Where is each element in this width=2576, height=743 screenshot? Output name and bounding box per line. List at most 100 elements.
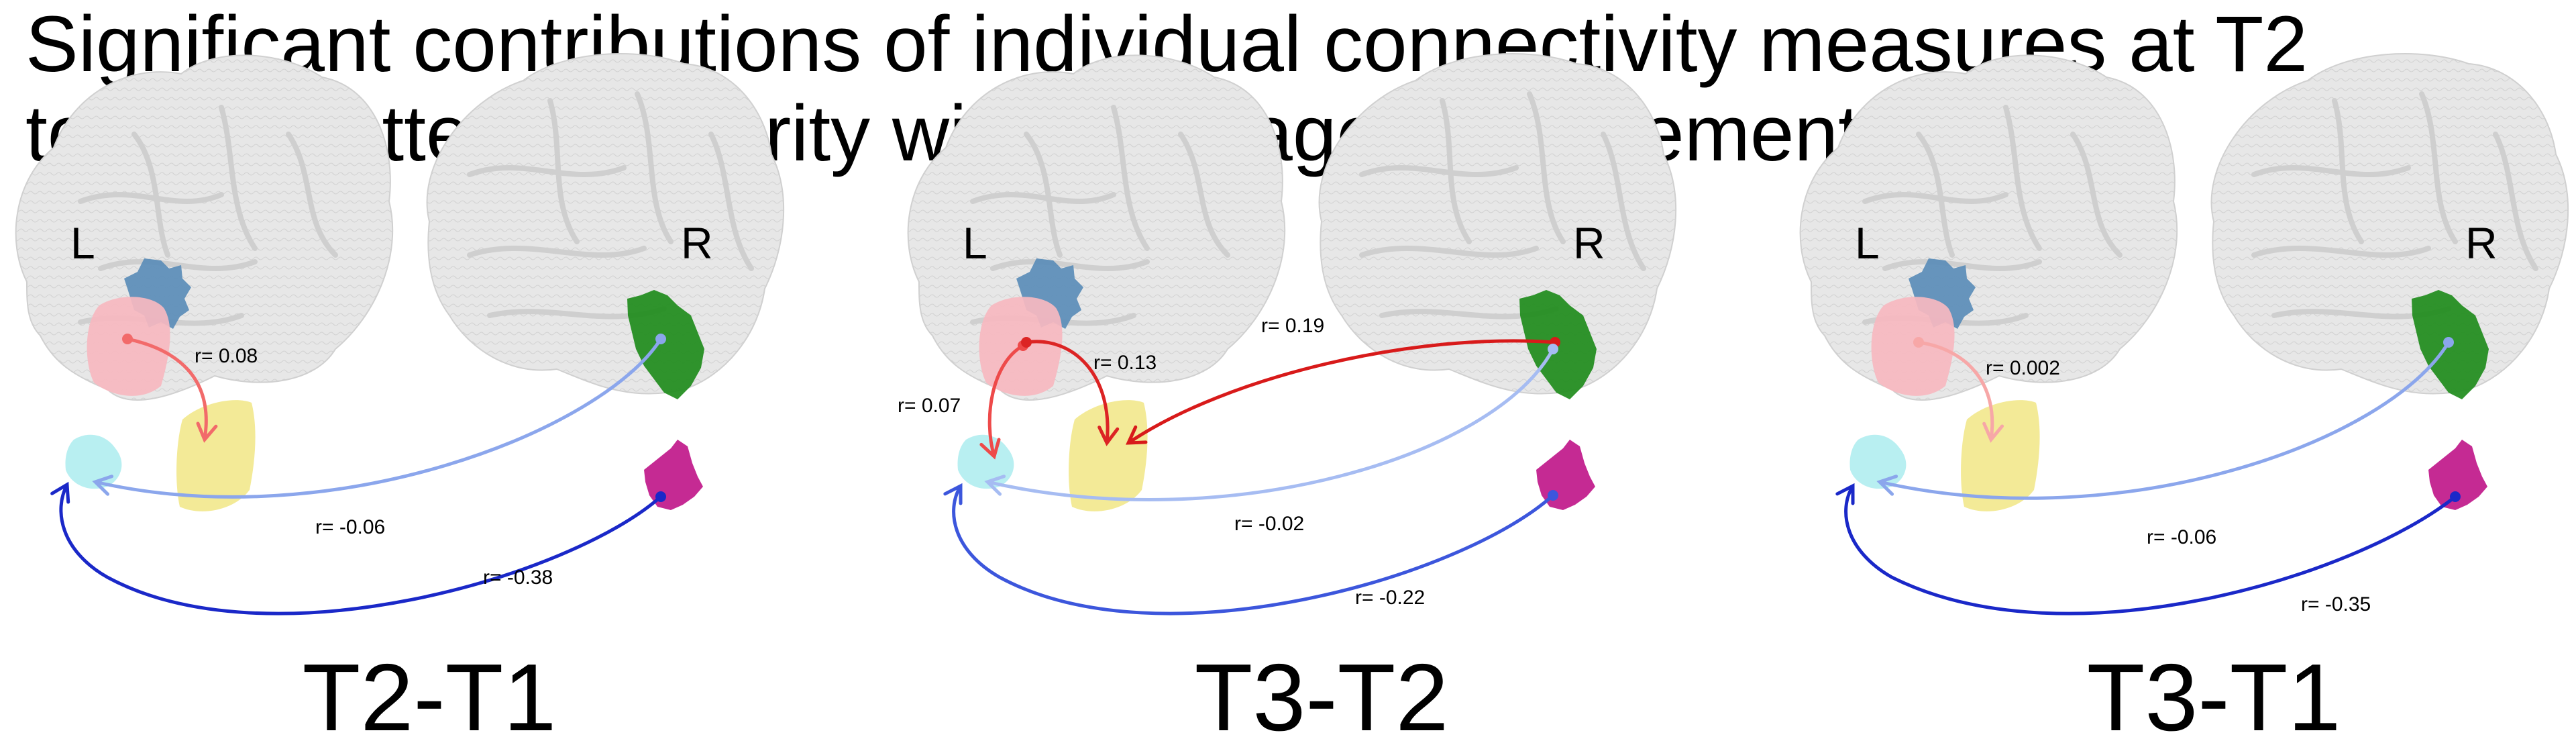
connection-arc [59,483,662,615]
connection: r= 0.13 [1021,337,1157,446]
connection-source-node [2443,337,2454,348]
brain-sulcus [1359,246,1539,258]
brain-sulcus [1882,259,2042,271]
region-cyan [957,434,1014,489]
brain-sulcus [286,132,338,258]
connection: r= -0.35 [1835,483,2461,615]
connection-source-node [1548,490,1558,501]
brain-sulcus [131,132,170,258]
panel-label: T3-T1 [2087,644,2341,743]
correlation-label: r= 0.07 [898,395,961,417]
brain-sulcus [2332,98,2364,244]
brain-sulcus [2251,165,2411,177]
connection-arrowhead [943,483,963,505]
panel-t2-t1: L Rr= 0.08 r= -0.06 r= -0.38 T2-T1 [15,53,785,743]
correlation-label: r= -0.02 [1234,513,1304,535]
connection: r= -0.22 [943,483,1558,615]
connection-arc [1879,341,2451,500]
brain-sulcus [1178,132,1230,258]
brain-sulcus [1527,91,1566,244]
connection-arrowhead [1876,475,1898,496]
brain-sulcus [467,165,627,177]
region-cyan [1849,434,1907,489]
connection: r= -0.02 [984,344,1558,535]
region-yellow [1069,400,1148,511]
brain-sulcus [708,132,754,271]
connection-arc [952,485,1554,615]
brain-sulcus [219,105,258,251]
region-magenta [1536,440,1595,510]
brain-sulcus [2070,132,2123,258]
connection: r= -0.06 [1876,337,2454,548]
connection-arrowhead [50,481,70,504]
brain-sulcus [2493,132,2538,271]
hemisphere-label-left: L [70,218,95,268]
connection-arrowhead [1982,422,2004,443]
hemisphere-label-right: R [1573,218,1605,268]
connection-arc [987,348,1555,502]
hemisphere-label-right: R [681,218,713,268]
connection-arrowhead [1097,426,1120,446]
correlation-label: r= -0.35 [2301,593,2371,615]
connection-arc [95,338,663,499]
panel-label: T2-T1 [303,644,557,743]
connection-arc [987,344,1024,457]
connection: r= 0.08 [122,334,258,443]
brain-sulcus [2003,105,2042,251]
connection-arc [1918,340,1994,440]
region-yellow [1961,400,2040,511]
region-yellow [176,400,256,511]
connection: r= 0.19 [1126,315,1560,445]
connection-source-node [1021,337,1032,348]
connection: r= 0.07 [898,340,1028,460]
connection-arc [1026,340,1110,444]
connection-arrowhead [984,475,1006,496]
connection: r= -0.38 [50,481,666,615]
brain-sulcus [635,91,674,244]
right-hemisphere-brain [426,53,785,395]
brain-sulcus [1024,132,1063,258]
brain-sulcus [1359,165,1519,177]
connection-arrowhead [1126,425,1148,445]
brain-sulcus [2251,246,2431,258]
connection-arrowhead [1835,483,1855,505]
connection-arc [127,337,208,440]
brain-sulcus [98,259,258,271]
correlation-label: r= 0.13 [1093,352,1157,374]
brain-sulcus [990,259,1150,271]
hemisphere-label-left: L [1855,218,1880,268]
brain-sulcus [970,192,1116,204]
correlation-label: r= -0.06 [2147,526,2216,548]
connection-arrowhead [92,475,114,496]
correlation-label: r= -0.22 [1355,587,1425,609]
correlation-label: r= -0.06 [315,516,385,538]
hemisphere-label-right: R [2465,218,2498,268]
connection-source-node [2450,491,2461,502]
connection-source-node [1913,337,1924,348]
region-pink [1871,297,1955,396]
brain-sulcus [1862,192,2008,204]
connection-arc [1127,339,1556,445]
correlation-label: r= 0.002 [1986,357,2060,379]
brain-sulcus [467,246,647,258]
right-hemisphere-brain [2210,53,2569,395]
brain-sulcus [1601,132,1646,271]
connection-source-node [122,334,133,344]
brain-sulcus [547,98,580,244]
right-hemisphere-brain [1318,53,1677,395]
brain-sulcus [1111,105,1150,251]
panel-t3-t2: L Rr= 0.07 r= 0.13 r= 0.19 r= -0.02 r= -0.22 T… [898,53,1677,743]
panel-label: T3-T2 [1195,644,1449,743]
brain-sulcus [1440,98,1472,244]
connection-arrowhead [196,422,218,443]
correlation-label: r= 0.19 [1261,315,1324,337]
region-green [627,290,704,399]
region-magenta [644,440,703,510]
brain-sulcus [2419,91,2458,244]
brain-sulcus [78,192,224,204]
region-magenta [2428,440,2487,510]
brain-sulcus [1916,132,1955,258]
correlation-label: r= -0.38 [483,566,553,589]
hemisphere-label-left: L [963,218,987,268]
